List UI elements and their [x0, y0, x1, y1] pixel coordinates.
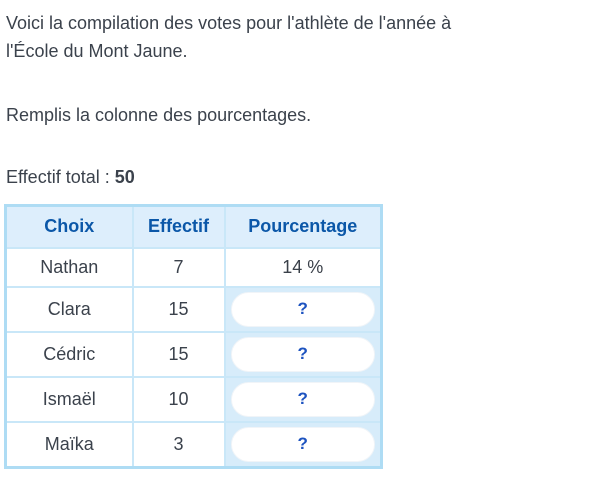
percentage-input-button[interactable]: ?	[230, 381, 375, 417]
exercise-intro: Voici la compilation des votes pour l'at…	[6, 9, 593, 65]
count-cell: 10	[131, 375, 226, 423]
percentage-cell: ?	[223, 285, 383, 333]
total-count-value: 50	[114, 167, 135, 187]
count-cell: 15	[131, 285, 226, 333]
percentage-input-button[interactable]: ?	[230, 336, 375, 372]
task-instruction: Remplis la colonne des pourcentages.	[6, 105, 312, 125]
percentage-cell: ?	[223, 420, 383, 468]
percentage-input-button[interactable]: ?	[230, 291, 375, 327]
table-row: Maïka 3 ?	[4, 420, 383, 468]
column-header-pourcentage: Pourcentage	[223, 204, 383, 249]
intro-line-1: Voici la compilation des votes pour l'at…	[6, 13, 452, 33]
table-row: Nathan 7 14 %	[4, 246, 383, 288]
table-row: Ismaël 10 ?	[4, 375, 383, 423]
count-cell: 7	[131, 246, 226, 288]
count-cell: 15	[131, 330, 226, 378]
count-cell: 3	[131, 420, 226, 468]
exercise-panel: Voici la compilation des votes pour l'at…	[0, 9, 601, 469]
choice-cell: Nathan	[4, 246, 134, 288]
table-header-row: Choix Effectif Pourcentage	[4, 204, 383, 249]
table-row: Cédric 15 ?	[4, 330, 383, 378]
percentage-cell: 14 %	[223, 246, 383, 288]
total-count-label: Effectif total :	[6, 167, 110, 187]
table-row: Clara 15 ?	[4, 285, 383, 333]
percentage-cell: ?	[223, 330, 383, 378]
column-header-choix: Choix	[4, 204, 134, 249]
total-count-line: Effectif total : 50	[6, 163, 593, 191]
intro-line-2: l'École du Mont Jaune.	[6, 41, 188, 61]
percentage-input-button[interactable]: ?	[230, 426, 375, 462]
column-header-effectif: Effectif	[131, 204, 226, 249]
choice-cell: Ismaël	[4, 375, 134, 423]
choice-cell: Clara	[4, 285, 134, 333]
percentage-value: 14 %	[282, 256, 324, 277]
choice-cell: Cédric	[4, 330, 134, 378]
votes-table: Choix Effectif Pourcentage Nathan 7 14 %…	[4, 204, 383, 469]
choice-cell: Maïka	[4, 420, 134, 468]
percentage-cell: ?	[223, 375, 383, 423]
